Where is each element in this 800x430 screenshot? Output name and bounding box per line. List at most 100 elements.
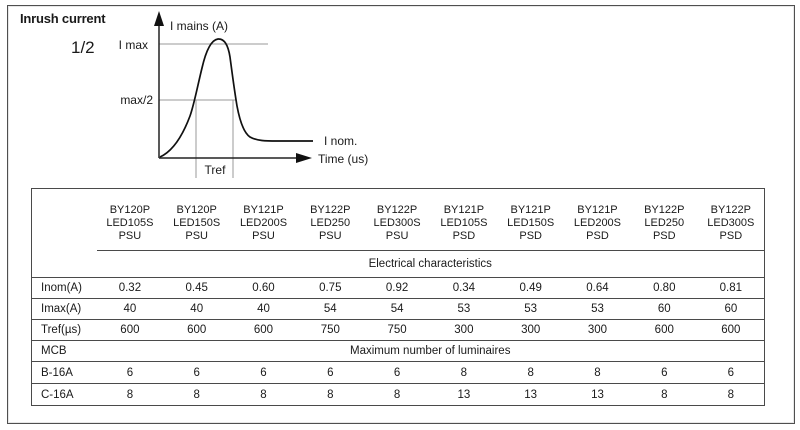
halfmax-label: max/2 <box>120 93 153 107</box>
column-header-line: LED300S <box>373 217 421 229</box>
table-cell: 6 <box>630 361 698 384</box>
table-cell: 600 <box>697 319 765 341</box>
y-axis-label: I mains (A) <box>170 19 228 33</box>
column-header-line: BY120P <box>176 204 217 216</box>
column-header-line: LED250 <box>310 217 351 229</box>
header-empty-cell <box>32 189 97 251</box>
row-label: B-16A <box>31 361 97 384</box>
column-header-line: BY122P <box>710 204 752 216</box>
column-header-line: PSD <box>719 230 743 242</box>
page-title: Inrush current <box>20 11 106 26</box>
table-cell: 8 <box>430 361 498 384</box>
column-header-line: PSD <box>586 230 609 242</box>
table-cell: 13 <box>524 388 538 401</box>
column-header-line: PSD <box>519 230 542 242</box>
column-header-line: LED250 <box>644 217 685 229</box>
row-label: Imax(A) <box>31 298 97 320</box>
table-cell: 600 <box>96 319 164 341</box>
table-cell: 300 <box>497 319 565 341</box>
column-header-10: BY122P LED300S PSD <box>697 188 765 251</box>
column-header-line: PSU <box>185 230 208 242</box>
column-header-line: PSD <box>452 230 476 242</box>
column-header-5: BY122P LED300S PSU <box>363 188 431 251</box>
column-header-line: LED200S <box>573 217 622 229</box>
column-header-line: LED105S <box>106 217 154 229</box>
table-cell: 0.64 <box>564 277 631 299</box>
column-header-6: BY121P LED105S PSD <box>430 188 498 251</box>
imax-label: I max <box>119 38 148 52</box>
table-cell: 53 <box>564 298 631 320</box>
table-cell: 13 <box>591 388 604 401</box>
table-cell: 8 <box>260 388 267 401</box>
column-header-line: BY121P <box>577 204 618 216</box>
table-header-row: BY120P LED105S PSU BY120P LED150S PSU BY121P LE… <box>32 188 765 251</box>
table-cell: 0.49 <box>497 277 565 299</box>
x-axis-arrow-icon <box>296 153 312 163</box>
table-row: Tref(µs) 600 600 600 750 750 300 300 300 600 600 <box>31 319 765 341</box>
table-cell: 8 <box>727 388 735 401</box>
column-header-1: BY120P LED105S PSU <box>96 188 164 251</box>
column-header-line: BY122P <box>310 204 351 216</box>
table-cell: 8 <box>661 388 668 401</box>
column-header-line: PSD <box>652 230 676 242</box>
table-cell: 0.80 <box>630 277 698 299</box>
table-cell: 60 <box>697 298 765 320</box>
table-cell: 8 <box>497 361 565 384</box>
table-cell: 8 <box>393 388 401 401</box>
column-header-line: BY121P <box>510 204 551 216</box>
table-row: Imax(A) 40 40 40 54 54 53 53 53 60 60 <box>31 298 765 320</box>
table-cell: 8 <box>126 388 134 401</box>
row-label: Inom(A) <box>31 277 97 299</box>
column-header-line: LED150S <box>507 217 555 229</box>
column-header-line: BY122P <box>376 204 418 216</box>
column-header-2: BY120P LED150S PSU <box>163 188 231 251</box>
table-cell: 6 <box>163 361 231 384</box>
column-header-line: BY120P <box>109 204 151 216</box>
table-cell: 6 <box>96 361 164 384</box>
column-header-3: BY121P LED200S PSU <box>230 188 297 251</box>
electrical-section-label: Electrical characteristics <box>96 250 765 278</box>
electrical-section-row: Electrical characteristics <box>31 250 765 278</box>
column-header-line: LED150S <box>173 217 221 229</box>
y-axis-arrow-icon <box>154 11 164 26</box>
table-cell: 300 <box>430 319 498 341</box>
column-header-line: PSU <box>318 230 342 242</box>
column-header-line: BY121P <box>443 204 485 216</box>
table-cell: 0.75 <box>296 277 364 299</box>
column-header-line: PSU <box>118 230 142 242</box>
table-row: C-16A 8 8 8 8 8 13 13 13 8 8 <box>32 384 765 406</box>
table-cell: 0.92 <box>363 277 431 299</box>
table-cell: 6 <box>697 361 765 384</box>
table-cell: 750 <box>296 319 364 341</box>
column-header-line: BY121P <box>243 204 284 216</box>
table-cell: 8 <box>193 388 200 401</box>
table-row: B-16A 6 6 6 6 6 8 8 8 6 6 <box>31 361 765 384</box>
characteristics-table: BY120P LED105S PSU BY120P LED150S PSU BY121P LE… <box>31 188 765 406</box>
table-cell: 0.81 <box>697 277 765 299</box>
table-cell: 53 <box>430 298 498 320</box>
table-cell: 0.45 <box>163 277 231 299</box>
column-header-4: BY122P LED250 PSU <box>296 188 364 251</box>
x-axis-label: Time (us) <box>318 152 368 166</box>
mcb-section-row: MCB Maximum number of luminaires <box>31 340 765 362</box>
table-cell: 6 <box>363 361 431 384</box>
table-cell: 13 <box>457 388 471 401</box>
table-cell: 40 <box>163 298 231 320</box>
column-header-7: BY121P LED150S PSD <box>497 188 565 251</box>
table-cell: 600 <box>230 319 297 341</box>
row-label: C-16A <box>41 388 74 401</box>
table-cell: 8 <box>564 361 631 384</box>
column-header-line: LED200S <box>239 217 288 229</box>
table-cell: 6 <box>230 361 297 384</box>
table-cell: 54 <box>363 298 431 320</box>
table-cell: 60 <box>630 298 698 320</box>
table-cell: 40 <box>230 298 297 320</box>
inrush-curve <box>159 38 313 158</box>
column-header-9: BY122P LED250 PSD <box>630 188 698 251</box>
column-header-line: PSU <box>252 230 275 242</box>
table-cell: 0.60 <box>230 277 297 299</box>
section-empty-cell <box>31 250 97 278</box>
table-cell: 600 <box>630 319 698 341</box>
table-cell: 40 <box>96 298 164 320</box>
column-header-line: LED300S <box>707 217 755 229</box>
